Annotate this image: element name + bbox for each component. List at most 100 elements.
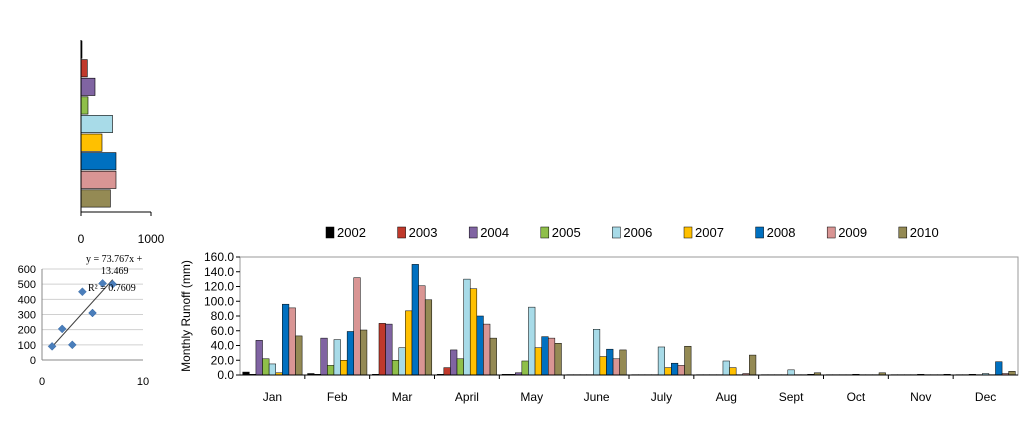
main-y-tick-label: 100.0 [204,294,234,308]
scatter-trendline [51,279,114,348]
main-bar [995,361,1003,376]
main-bar [528,306,536,376]
scatter-point [88,308,97,318]
scatter-y-tick-label: 500 [18,279,36,291]
main-bar [554,343,562,376]
hbar-bar [80,170,117,189]
legend-swatch [612,226,621,239]
main-x-tick-label: July [651,390,672,404]
main-bar [378,323,386,376]
main-y-tick-label: 40.0 [211,339,235,353]
main-y-tick-label: 20.0 [211,353,235,367]
hbar-tick-label: 1000 [138,232,165,246]
legend-label: 2006 [623,225,652,240]
main-x-tick-label: Oct [847,390,866,404]
main-x-tick-label: Dec [975,390,996,404]
main-bar [469,288,478,376]
main-x-labels: Jan Feb Mar April May June July Aug Sept Oct Nov De… [263,375,996,404]
main-bar [489,337,497,376]
scatter-point [47,341,57,351]
scatter-y-tick-label: 300 [18,310,36,322]
main-x-tick-label: Sept [779,390,804,404]
legend-swatch [898,226,908,239]
trendline-equation-line1: y = 73.767x + [86,254,143,265]
main-bar [288,307,296,376]
legend-swatch [325,226,335,239]
scatter-x-ticks: 0 10 [39,376,149,388]
main-bar [671,362,679,376]
hbar-bar [80,96,89,115]
y-axis-title: Monthly Runoff (mm) [179,260,193,372]
main-bar [320,337,328,376]
main-bar [424,299,433,376]
main-bar [541,336,549,376]
main-bar [327,365,335,376]
trendline-r-squared: R² = 0.7609 [88,283,136,294]
main-bar [684,345,692,376]
main-bar [787,369,795,376]
scatter-point [108,279,118,289]
main-bar [521,360,529,376]
main-bar [456,358,464,376]
main-x-tick-label: Mar [392,390,413,404]
scatter-y-tick-label: 200 [18,325,36,337]
main-bar [1008,371,1016,376]
horizontal-bar-chart: 0 1000 [78,40,165,246]
main-bar [664,367,672,376]
main-bar [722,360,730,376]
main-bar [677,365,685,376]
legend-label: 2008 [767,225,796,240]
main-bar [619,349,627,376]
main-bar [476,315,484,376]
scatter-point [57,324,67,334]
hbar-bar [80,115,113,134]
main-y-tick-label: 140.0 [204,265,234,279]
trendline-equation-line2: 13.469 [101,266,129,277]
legend-swatch [468,226,478,239]
main-bar [360,329,368,376]
hbar-bar [80,152,117,171]
main-bar [353,277,361,376]
legend-swatch [755,226,764,239]
main-bar [749,354,757,376]
horizontal-bars [80,40,117,208]
main-y-tick-label: 120.0 [204,280,234,294]
main-bar [463,278,471,376]
main-y-tick-label: 160.0 [204,250,234,264]
main-x-tick-label: June [584,390,610,404]
main-x-tick-label: Nov [910,390,931,404]
main-bar [534,347,542,376]
main-bar [295,335,303,376]
main-bar [606,348,614,376]
scatter-point [78,287,87,297]
main-x-tick-label: May [520,390,543,404]
hbar-bar [80,77,96,96]
main-bars [242,264,1016,376]
main-bar [398,347,406,376]
hbar-bar [80,133,103,152]
main-y-tick-label: 80.0 [211,309,235,323]
legend-swatch [540,226,550,239]
chart-legend: 2002 2003 2004 2005 2006 2007 2008 2009 2010 [325,225,939,240]
main-bar [282,303,290,376]
main-bar [262,358,270,376]
scatter-x-tick-label: 10 [137,376,149,388]
legend-swatch [826,226,836,239]
scatter-x-tick-label: 0 [39,376,45,388]
legend-swatch [683,226,693,239]
main-bar [483,323,491,376]
legend-label: 2003 [409,225,438,240]
main-bar [729,367,737,376]
main-bar [411,264,419,376]
legend-label: 2007 [695,225,724,240]
scatter-chart: 0 100 200 300 400 500 600 0 10 y = 73.767x + 13… [18,254,149,388]
main-bar [450,349,458,376]
legend-label: 2009 [838,225,867,240]
main-x-tick-label: Aug [716,390,737,404]
main-bar [340,360,348,376]
scatter-point [67,340,77,350]
scatter-y-ticks: 0 100 200 300 400 500 600 [18,264,36,367]
hbar-x-ticks: 0 1000 [78,212,165,246]
